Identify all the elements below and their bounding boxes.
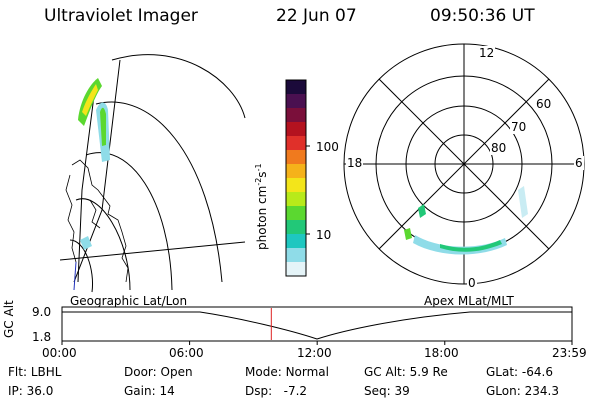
mlt-label-12: 12: [478, 46, 496, 60]
colorbar-tick-label: 100: [316, 140, 339, 154]
info-gain: Gain: 14: [124, 384, 175, 398]
colorbar-segment: [286, 122, 306, 137]
info-mode: Mode: Normal: [245, 365, 329, 379]
aurora-oval: [404, 186, 528, 255]
lat-label-80: 80: [490, 141, 508, 155]
lat-label-60: 60: [535, 97, 553, 111]
geographic-caption: Geographic Lat/Lon: [70, 294, 188, 308]
info-gcalt: GC Alt: 5.9 Re: [364, 365, 448, 379]
colorbar-frame: [285, 79, 307, 277]
colorbar-segment: [286, 178, 306, 193]
info-seq: Seq: 39: [364, 384, 410, 398]
coastline: [65, 174, 77, 263]
colorbar-segment: [286, 108, 306, 123]
coastline: [89, 199, 101, 229]
altitude-xtick: 23:59: [552, 346, 587, 360]
altitude-curve: [62, 311, 572, 340]
altitude-ytick: 9.0: [32, 305, 52, 319]
grid-meridian: [73, 59, 121, 283]
footprint-line: [73, 261, 77, 291]
colorbar-segment: [286, 94, 306, 109]
info-ip: IP: 36.0: [8, 384, 54, 398]
colorbar-segment: [286, 136, 306, 151]
colorbar-segment: [286, 262, 306, 277]
altitude-xtick: 12:00: [297, 346, 332, 360]
grid-arc: [69, 239, 94, 293]
mlt-label-18: 18: [346, 156, 364, 170]
mlt-axis: [378, 78, 550, 250]
colorbar-segment: [286, 80, 306, 95]
colorbar-segment: [286, 150, 306, 165]
altitude-ytick: 1.8: [32, 330, 52, 344]
header-time: 09:50:36 UT: [430, 6, 535, 26]
info-glat: GLat: -64.6: [486, 365, 553, 379]
coastline: [71, 159, 129, 283]
aurora-emission: [78, 78, 110, 250]
info-door: Door: Open: [124, 365, 193, 379]
altitude-xtick: 00:00: [42, 346, 77, 360]
grid-arc: [95, 101, 223, 283]
info-glon: GLon: 234.3: [486, 384, 559, 398]
colorbar-segment: [286, 164, 306, 179]
colorbar-segment: [286, 206, 306, 221]
colorbar-segment: [286, 234, 306, 249]
grid-arc: [111, 54, 246, 119]
colorbar-segment: [286, 248, 306, 263]
apex-caption: Apex MLat/MLT: [424, 294, 514, 308]
header-date: 22 Jun 07: [276, 6, 357, 26]
grid-arc: [75, 198, 131, 291]
lat-label-70: 70: [510, 120, 528, 134]
altitude-xtick: 18:00: [424, 346, 459, 360]
colorbar-segment: [286, 220, 306, 235]
mlt-label-0: 0: [467, 276, 477, 290]
info-dsp: Dsp: -7.2: [245, 384, 308, 398]
info-flt: Flt: LBHL: [8, 365, 62, 379]
altitude-ylabel: GC Alt: [2, 300, 16, 338]
grid-meridian: [77, 79, 97, 283]
colorbar-segment: [286, 192, 306, 207]
altitude-xtick: 06:00: [169, 346, 204, 360]
grid-meridian: [60, 241, 246, 261]
mlt-label-6: 6: [574, 156, 584, 170]
app-title: Ultraviolet Imager: [44, 6, 198, 26]
colorbar-tick-label: 10: [316, 228, 332, 242]
